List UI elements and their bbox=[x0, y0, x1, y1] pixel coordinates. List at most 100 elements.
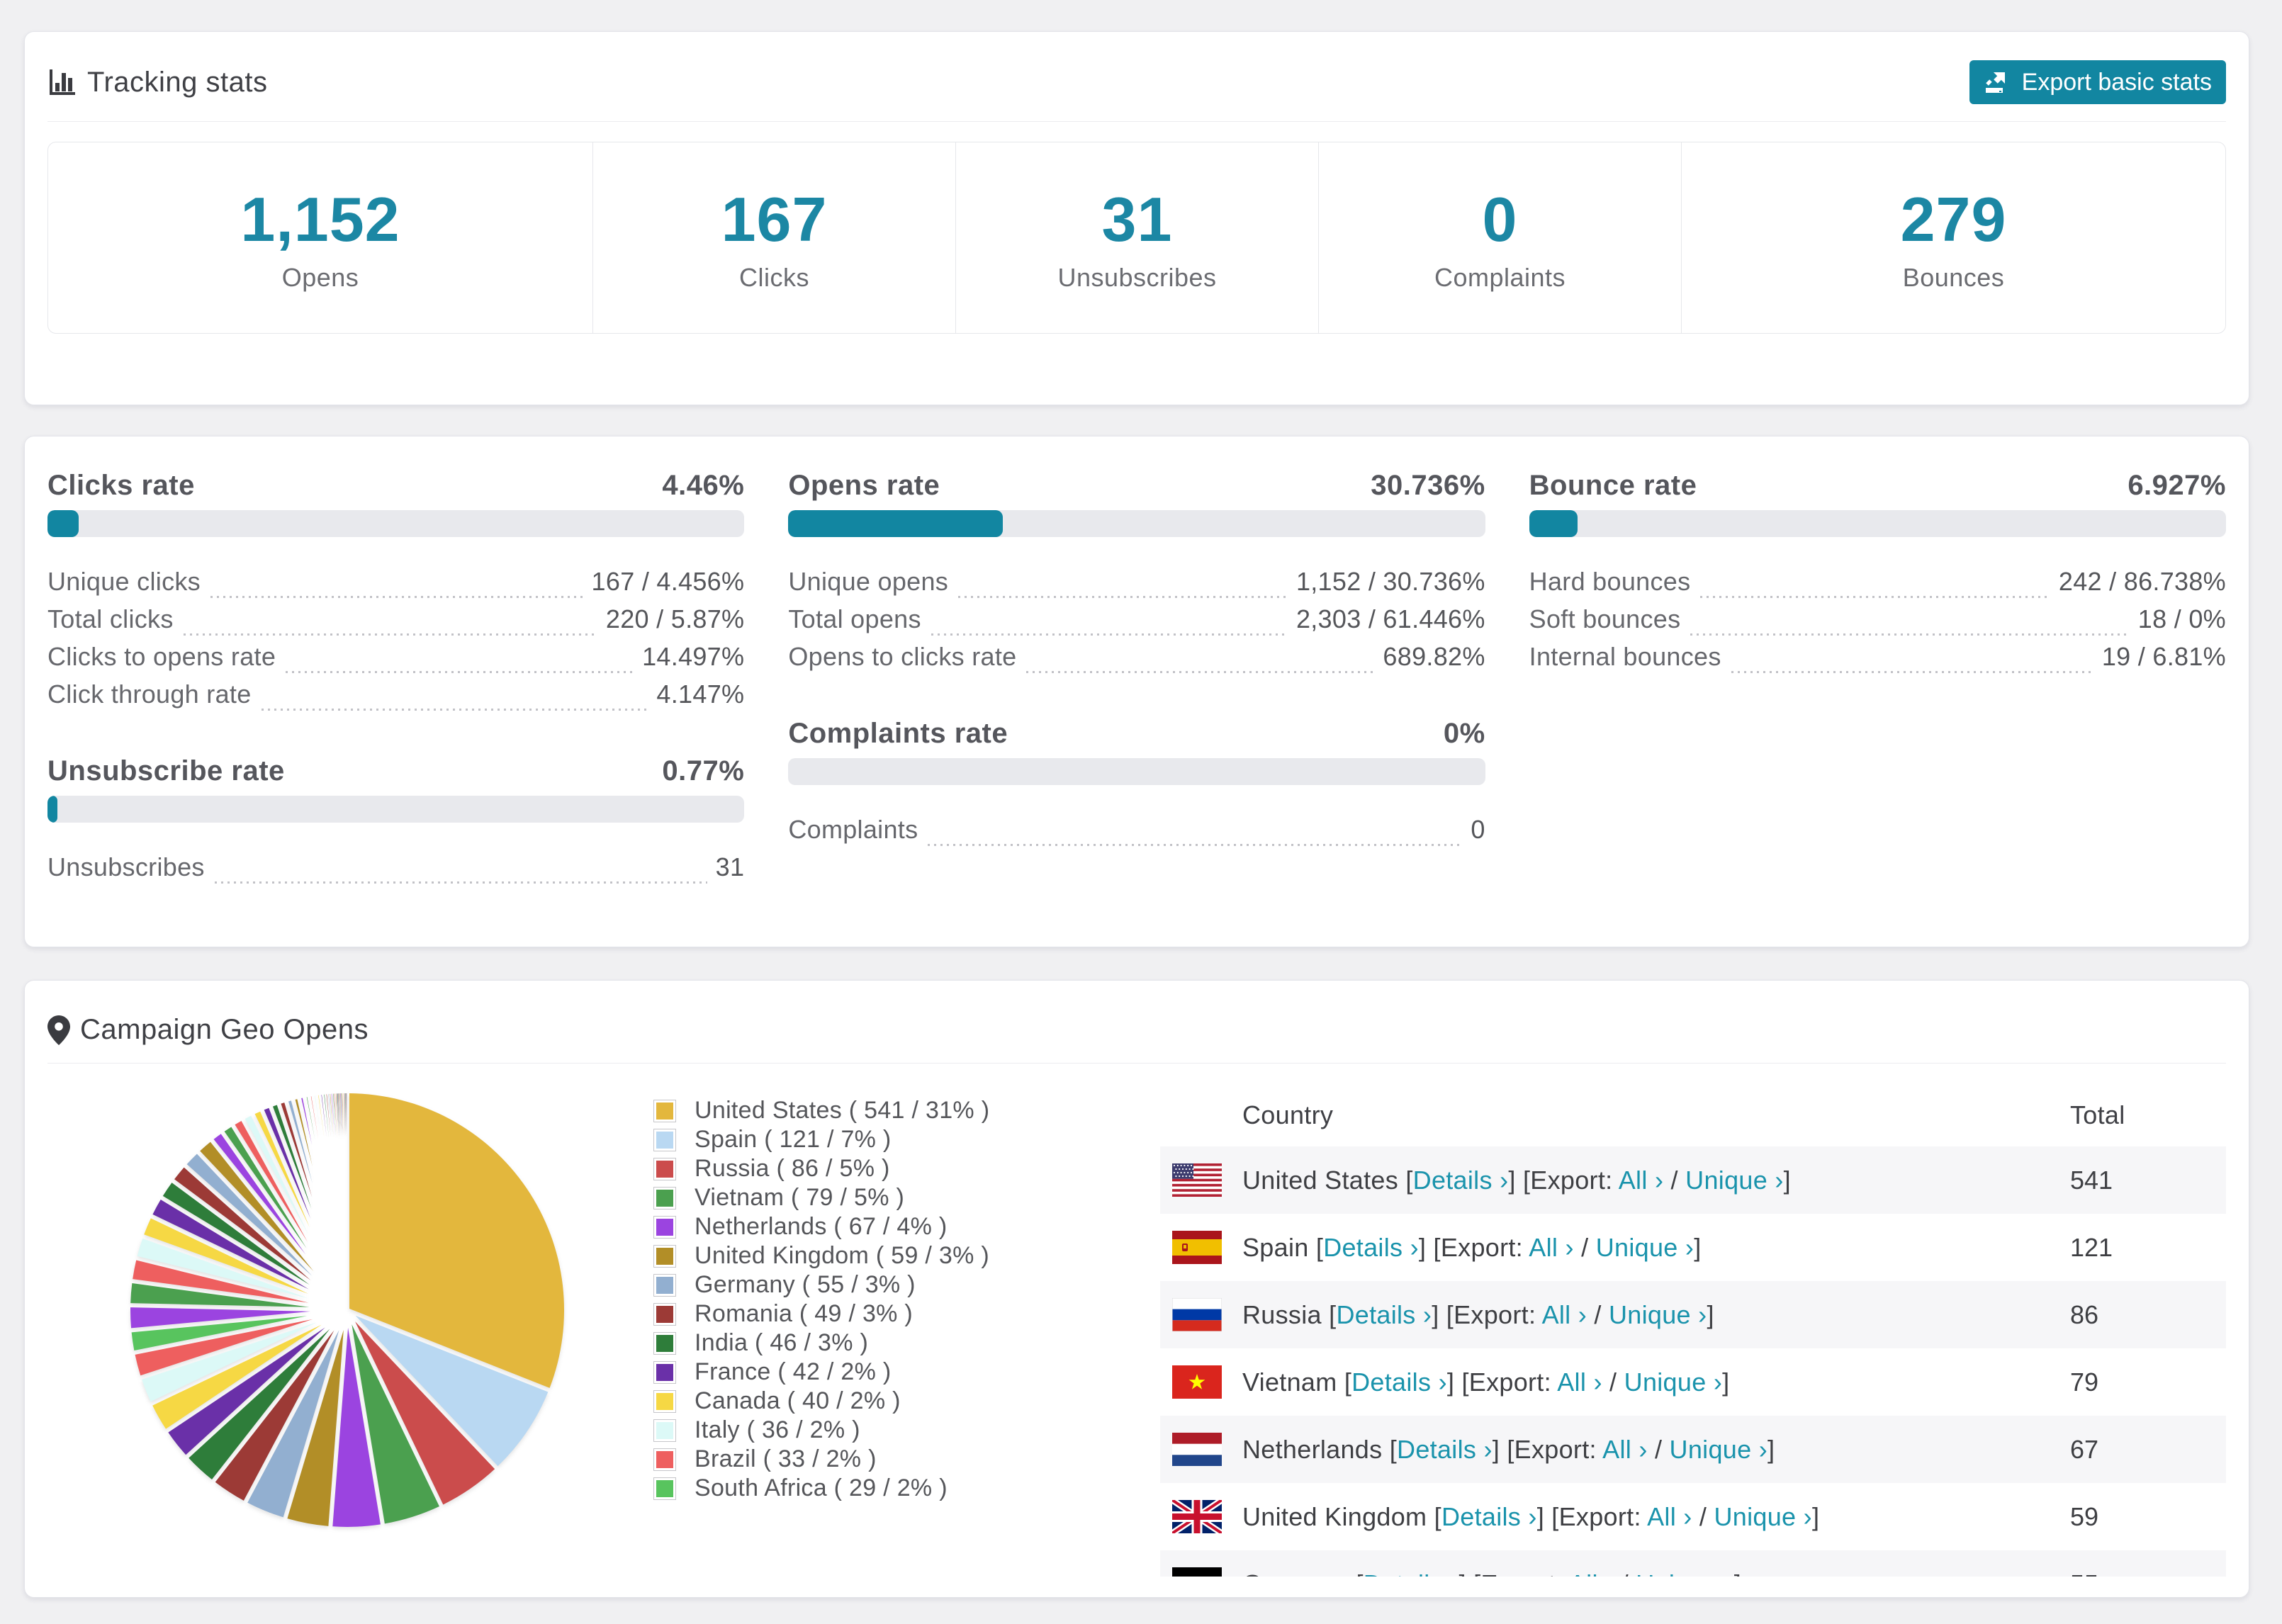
export-unique-link[interactable]: Unique › bbox=[1595, 1232, 1694, 1262]
export-all-link[interactable]: All › bbox=[1602, 1434, 1648, 1464]
legend-item: United States ( 541 / 31% ) bbox=[653, 1096, 989, 1125]
rate-row: Hard bounces 242 / 86.738% bbox=[1529, 567, 2226, 604]
export-unique-link[interactable]: Unique › bbox=[1608, 1299, 1707, 1329]
pie-slice-other-24 bbox=[318, 1095, 325, 1139]
pie-slice-other-17 bbox=[281, 1103, 313, 1197]
rate-row-leader bbox=[928, 844, 1463, 846]
pie-slice-other-14 bbox=[254, 1111, 310, 1228]
summary-stat-value: 279 bbox=[1900, 184, 2007, 254]
pie-slice-other-13 bbox=[244, 1115, 309, 1236]
rate-title: Bounce rate bbox=[1529, 470, 1697, 501]
legend-swatch bbox=[653, 1302, 676, 1326]
pie-slice-other-27 bbox=[326, 1094, 331, 1138]
export-all-link[interactable]: All › bbox=[1541, 1299, 1587, 1329]
rate-row-value: 31 bbox=[715, 852, 745, 881]
legend-label: Canada ( 40 / 2% ) bbox=[695, 1387, 901, 1414]
pie-slice-brazil bbox=[135, 1319, 313, 1376]
export-unique-link[interactable]: Unique › bbox=[1636, 1569, 1733, 1577]
summary-stat-label: Unsubscribes bbox=[1057, 262, 1217, 292]
pie-slice-other-26 bbox=[324, 1094, 330, 1138]
rate-progress-fill bbox=[1529, 510, 1578, 537]
country-name: Vietnam bbox=[1242, 1367, 1337, 1397]
pie-slice-other-25 bbox=[321, 1095, 327, 1138]
details-link[interactable]: Details › bbox=[1397, 1434, 1493, 1464]
total-cell: 55 bbox=[2070, 1550, 2226, 1577]
export-all-link[interactable]: All › bbox=[1569, 1569, 1614, 1577]
export-all-link[interactable]: All › bbox=[1647, 1501, 1692, 1531]
rate-row-value: 14.497% bbox=[642, 642, 745, 671]
tracking-stats-divider bbox=[47, 121, 2226, 122]
flag-gb-icon bbox=[1172, 1500, 1222, 1533]
geo-opens-card: Campaign Geo Opens United States ( 541 /… bbox=[24, 980, 2249, 1598]
rate-row-leader bbox=[958, 596, 1288, 598]
rate-row: Opens to clicks rate 689.82% bbox=[788, 642, 1485, 680]
export-all-link[interactable]: All › bbox=[1529, 1232, 1574, 1262]
total-cell: 86 bbox=[2070, 1299, 2099, 1329]
legend-item: United Kingdom ( 59 / 3% ) bbox=[653, 1241, 989, 1270]
pie-slice-other-22 bbox=[310, 1096, 319, 1139]
details-link[interactable]: Details › bbox=[1351, 1367, 1447, 1397]
geo-table-row-gb: United Kingdom [Details ›] [Export: All … bbox=[1160, 1483, 2226, 1550]
geo-table: Country Total United States [Details ›] … bbox=[1160, 1064, 2226, 1577]
geo-pie-chart bbox=[130, 1093, 564, 1528]
rate-row: Total clicks 220 / 5.87% bbox=[47, 604, 744, 642]
pie-slice-other-35 bbox=[336, 1093, 339, 1137]
pie-slice-other-42 bbox=[342, 1093, 344, 1137]
flag-vn-icon bbox=[1172, 1365, 1222, 1399]
legend-item: Canada ( 40 / 2% ) bbox=[653, 1387, 989, 1416]
geo-table-clip: Country Total United States [Details ›] … bbox=[1160, 1064, 2226, 1577]
details-link[interactable]: Details › bbox=[1336, 1299, 1432, 1329]
country-flag-cell bbox=[1160, 1483, 1242, 1550]
rate-rows: Unique opens 1,152 / 30.736% Total opens 2,… bbox=[788, 567, 1485, 680]
details-link[interactable]: Details › bbox=[1323, 1232, 1419, 1262]
summary-stat-bounces: 279 Bounces bbox=[1681, 142, 2225, 333]
legend-label: United Kingdom ( 59 / 3% ) bbox=[695, 1242, 989, 1269]
export-unique-link[interactable]: Unique › bbox=[1669, 1434, 1768, 1464]
export-basic-stats-button[interactable]: Export basic stats bbox=[1969, 60, 2226, 104]
total-cell: 541 bbox=[2070, 1165, 2113, 1195]
rate-row-value: 689.82% bbox=[1383, 642, 1485, 671]
export-unique-link[interactable]: Unique › bbox=[1714, 1501, 1812, 1531]
rate-rows: Hard bounces 242 / 86.738% Soft bounces 18 … bbox=[1529, 567, 2226, 680]
details-link[interactable]: Details › bbox=[1364, 1569, 1459, 1577]
legend-label: Germany ( 55 / 3% ) bbox=[695, 1271, 916, 1298]
geo-opens-header: Campaign Geo Opens bbox=[47, 1014, 2226, 1046]
country-flag-cell bbox=[1160, 1348, 1242, 1416]
rate-block-complaints-rate: Complaints rate 0% Complaints 0 bbox=[788, 718, 1485, 852]
legend-swatch bbox=[653, 1099, 676, 1122]
country-flag-cell bbox=[1160, 1146, 1242, 1214]
rate-row-label: Total clicks bbox=[47, 604, 174, 633]
export-all-link[interactable]: All › bbox=[1557, 1367, 1602, 1397]
rate-row: Complaints 0 bbox=[788, 815, 1485, 852]
export-all-link[interactable]: All › bbox=[1618, 1165, 1664, 1195]
pie-slice-netherlands bbox=[332, 1327, 381, 1528]
details-link[interactable]: Details › bbox=[1441, 1501, 1537, 1531]
legend-swatch bbox=[653, 1273, 676, 1297]
rate-row: Soft bounces 18 / 0% bbox=[1529, 604, 2226, 642]
rate-row-label: Click through rate bbox=[47, 680, 252, 709]
summary-stat-unsubscribes: 31 Unsubscribes bbox=[955, 142, 1318, 333]
legend-label: South Africa ( 29 / 2% ) bbox=[695, 1474, 948, 1501]
geo-chart-area: United States ( 541 / 31% ) Spain ( 121 /… bbox=[47, 1064, 1160, 1577]
pie-slice-india bbox=[189, 1329, 330, 1480]
legend-swatch bbox=[653, 1128, 676, 1151]
legend-swatch bbox=[653, 1157, 676, 1180]
summary-stat-value: 0 bbox=[1482, 184, 1518, 254]
rate-row-leader bbox=[1690, 633, 2130, 636]
rates-card: Clicks rate 4.46% Unique clicks 167 / 4.456… bbox=[24, 436, 2249, 947]
pie-slice-other-43 bbox=[342, 1093, 344, 1137]
pie-slice-other-9 bbox=[200, 1141, 314, 1272]
country-cell: United States [Details ›] [Export: All ›… bbox=[1242, 1165, 1791, 1195]
rate-row-label: Unique opens bbox=[788, 567, 949, 596]
country-flag-cell bbox=[1160, 1281, 1242, 1348]
summary-stat-value: 167 bbox=[721, 184, 828, 254]
details-link[interactable]: Details › bbox=[1412, 1165, 1509, 1195]
legend-swatch bbox=[653, 1477, 676, 1500]
rate-row-leader bbox=[1700, 596, 2050, 598]
export-unique-link[interactable]: Unique › bbox=[1624, 1367, 1723, 1397]
summary-stat-clicks: 167 Clicks bbox=[592, 142, 955, 333]
export-unique-link[interactable]: Unique › bbox=[1685, 1165, 1784, 1195]
rate-progress-bar bbox=[788, 510, 1485, 537]
rate-row-label: Total opens bbox=[788, 604, 921, 633]
geo-table-header-row: Country Total bbox=[1160, 1064, 2226, 1146]
